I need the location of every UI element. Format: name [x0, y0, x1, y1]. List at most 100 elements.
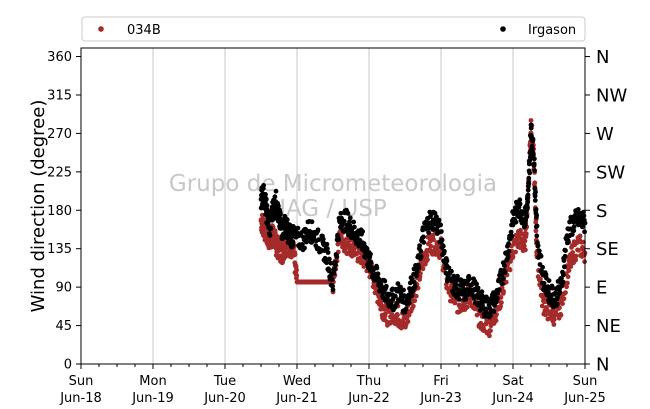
data-point — [292, 252, 298, 257]
data-point — [263, 192, 268, 197]
data-point — [522, 238, 528, 244]
data-point — [364, 246, 370, 252]
data-point — [288, 236, 293, 242]
data-point — [383, 283, 389, 289]
data-point — [401, 287, 406, 293]
data-point — [336, 237, 341, 243]
data-point — [392, 293, 398, 299]
right-compass-label: SW — [596, 162, 625, 183]
data-point — [560, 301, 565, 307]
data-point — [540, 264, 545, 270]
data-point — [517, 201, 523, 207]
data-point — [467, 276, 472, 282]
data-point — [406, 301, 412, 306]
x-tick-label-date: Jun-18 — [59, 391, 102, 406]
data-point — [529, 146, 535, 152]
data-point — [284, 217, 290, 223]
data-point — [333, 259, 338, 265]
data-point — [444, 258, 450, 264]
data-point — [521, 243, 527, 249]
data-point — [330, 283, 335, 289]
data-point — [530, 136, 536, 142]
x-tick-label-day: Wed — [283, 374, 311, 389]
data-point — [564, 284, 569, 290]
x-tick-label-date: Jun-21 — [275, 391, 318, 406]
data-point — [487, 333, 492, 339]
data-point — [536, 248, 542, 254]
x-tick-label-date: Jun-25 — [563, 391, 606, 406]
data-point — [528, 125, 534, 131]
data-point — [347, 215, 353, 221]
x-tick-label-day: Mon — [139, 374, 166, 389]
data-point — [525, 204, 530, 210]
data-point — [560, 272, 566, 278]
data-point — [560, 279, 566, 285]
data-point — [494, 299, 499, 305]
data-point — [563, 248, 568, 254]
data-point — [561, 258, 567, 263]
series-Irgason — [258, 122, 588, 320]
data-point — [577, 233, 583, 239]
data-point — [557, 289, 563, 295]
data-point — [565, 274, 571, 280]
data-point — [523, 231, 529, 237]
data-point — [273, 188, 279, 194]
legend-frame — [81, 16, 586, 42]
data-point — [502, 263, 507, 268]
data-point — [368, 259, 374, 265]
data-point — [531, 161, 537, 167]
data-point — [562, 253, 568, 259]
data-point — [329, 277, 335, 282]
data-point — [494, 295, 500, 301]
data-point — [535, 243, 541, 248]
data-point — [501, 276, 506, 281]
data-point — [452, 300, 458, 306]
data-point — [427, 220, 433, 226]
data-point — [575, 207, 581, 212]
right-compass-label: E — [596, 278, 607, 299]
data-point — [546, 278, 552, 283]
data-point — [551, 322, 557, 327]
data-point — [278, 211, 283, 217]
data-point — [553, 290, 558, 296]
data-point — [581, 213, 587, 219]
data-point — [417, 243, 422, 249]
data-point — [565, 280, 570, 286]
data-point — [412, 279, 417, 285]
data-point — [270, 216, 276, 222]
data-point — [524, 214, 530, 219]
data-point — [528, 118, 534, 123]
data-point — [493, 318, 499, 323]
data-point — [498, 295, 504, 300]
data-point — [424, 253, 430, 258]
data-point — [555, 295, 560, 300]
data-point — [511, 211, 517, 217]
data-point — [425, 257, 430, 263]
data-point — [534, 223, 540, 229]
data-point — [407, 280, 413, 286]
data-point — [498, 303, 503, 309]
watermark-line-1: Grupo de Micrometeorologia — [169, 171, 497, 197]
x-tick-label-date: Jun-20 — [203, 391, 246, 406]
data-point — [479, 289, 485, 295]
data-point — [334, 254, 340, 260]
data-point — [421, 234, 426, 240]
data-point — [435, 248, 441, 254]
y-tick-label: 45 — [55, 319, 72, 334]
data-point — [488, 313, 493, 318]
legend-label-irgason: Irgason — [528, 23, 576, 38]
data-point — [525, 192, 531, 198]
data-point — [320, 236, 326, 242]
data-point — [374, 265, 380, 271]
data-point — [368, 251, 373, 257]
data-point — [566, 268, 572, 273]
data-point — [326, 268, 332, 274]
data-point — [421, 240, 427, 245]
data-point — [568, 264, 574, 269]
x-tick-label-date: Jun-19 — [131, 391, 174, 406]
data-point — [395, 312, 400, 318]
data-point — [563, 290, 568, 295]
data-point — [501, 289, 506, 294]
data-point — [412, 283, 418, 289]
data-point — [442, 248, 447, 254]
